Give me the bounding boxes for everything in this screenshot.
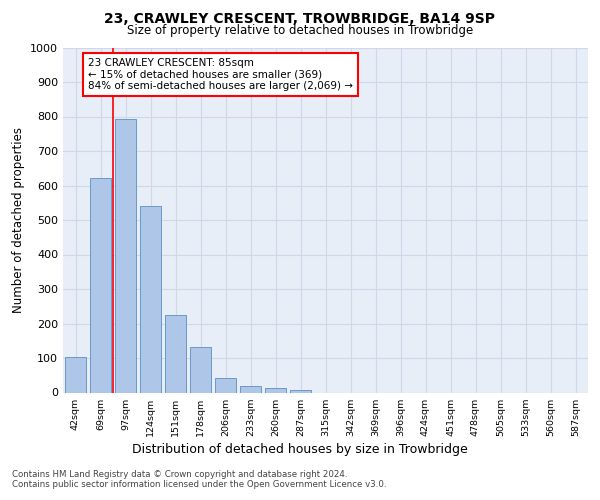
Text: 23 CRAWLEY CRESCENT: 85sqm
← 15% of detached houses are smaller (369)
84% of sem: 23 CRAWLEY CRESCENT: 85sqm ← 15% of deta… [88,58,353,91]
Text: Contains public sector information licensed under the Open Government Licence v3: Contains public sector information licen… [12,480,386,489]
Text: Size of property relative to detached houses in Trowbridge: Size of property relative to detached ho… [127,24,473,37]
Bar [115,119,136,392]
Bar [215,378,236,392]
Bar [240,386,261,392]
Text: Distribution of detached houses by size in Trowbridge: Distribution of detached houses by size … [132,442,468,456]
Bar [90,178,111,392]
Y-axis label: Number of detached properties: Number of detached properties [11,127,25,313]
Bar [190,346,211,393]
Text: Contains HM Land Registry data © Crown copyright and database right 2024.: Contains HM Land Registry data © Crown c… [12,470,347,479]
Text: 23, CRAWLEY CRESCENT, TROWBRIDGE, BA14 9SP: 23, CRAWLEY CRESCENT, TROWBRIDGE, BA14 9… [104,12,496,26]
Bar [165,315,186,392]
Bar [265,388,286,392]
Bar [290,390,311,392]
Bar [140,206,161,392]
Bar [65,358,86,392]
